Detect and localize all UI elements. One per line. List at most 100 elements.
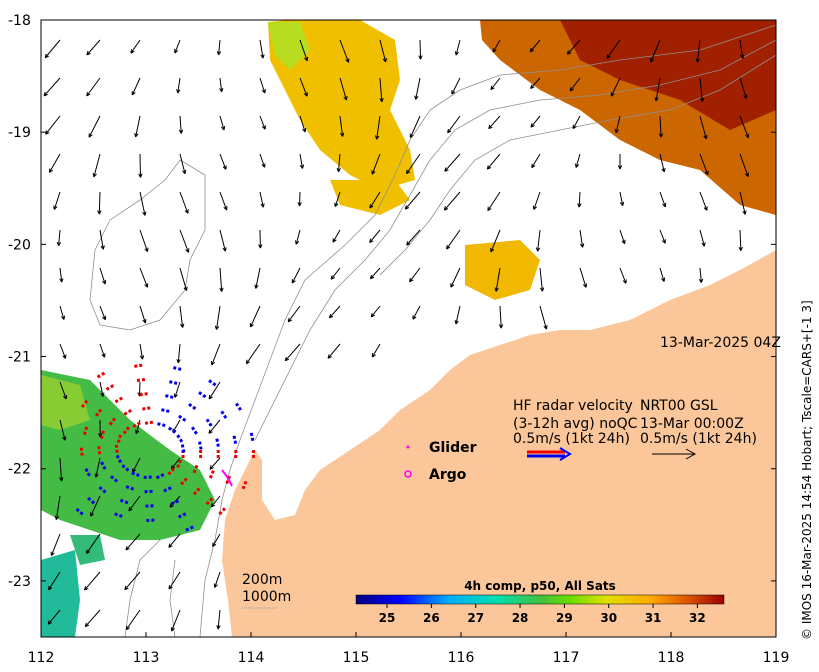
hf-radar-vector — [80, 399, 89, 408]
vector-arrow — [216, 609, 221, 630]
vector-arrow — [409, 115, 421, 138]
vector-arrow — [339, 77, 348, 101]
vector-arrow — [569, 77, 581, 92]
vector-arrow — [48, 571, 61, 591]
vector-arrow — [210, 343, 221, 366]
vector-arrow — [739, 39, 745, 59]
vector-arrow — [173, 381, 181, 398]
vector-arrow — [539, 267, 545, 292]
vector-arrow — [176, 343, 181, 364]
vector-arrow — [336, 153, 341, 173]
colorbar-tick-label: 25 — [379, 611, 396, 625]
vector-arrow — [99, 343, 106, 358]
vector-arrow — [299, 39, 309, 62]
glider-track — [221, 469, 233, 487]
vector-arrow — [86, 39, 101, 56]
vector-arrow — [210, 495, 221, 508]
vector-arrow — [406, 229, 421, 246]
hf-radar-vector — [217, 507, 227, 516]
vector-arrow — [339, 115, 345, 137]
y-axis: -18 -19 -20 -21 -22 -23 — [8, 13, 776, 590]
bathymetry-contours — [89, 24, 776, 637]
vector-arrow — [738, 229, 743, 251]
hf-radar-vector — [114, 396, 124, 404]
vector-arrow — [50, 533, 61, 557]
vector-arrow — [168, 533, 181, 548]
hf-radar-vector — [109, 474, 119, 483]
vector-arrow — [287, 305, 301, 323]
vector-arrow — [134, 115, 141, 138]
vector-arrow — [490, 229, 501, 253]
y-tick-label: -18 — [8, 13, 31, 29]
vector-arrow — [487, 191, 501, 212]
colorbar-tick-label: 29 — [556, 611, 573, 625]
vector-arrow — [259, 39, 265, 59]
vector-arrow — [699, 153, 709, 176]
colorbar-tick-label: 27 — [467, 611, 484, 625]
vector-arrow — [451, 77, 461, 95]
vector-arrow — [369, 229, 381, 244]
vector-arrow — [498, 305, 504, 329]
vector-arrow — [130, 39, 141, 54]
x-tick-label: 119 — [763, 650, 790, 666]
glider-marker-icon — [406, 445, 410, 449]
vector-arrow — [443, 191, 461, 211]
x-axis: 112 113 114 115 116 117 118 119 — [28, 632, 790, 666]
vector-arrow — [47, 609, 61, 625]
vector-arrow — [404, 191, 421, 210]
vector-arrow — [695, 39, 701, 63]
vector-arrow — [85, 533, 101, 554]
vector-arrow — [659, 267, 666, 282]
vector-arrow — [535, 229, 541, 252]
hf-radar-vector — [169, 499, 180, 506]
vector-arrow — [454, 305, 461, 325]
argo-marker-icon — [404, 470, 412, 478]
vector-arrow — [454, 39, 461, 56]
y-tick-label: -23 — [8, 574, 31, 590]
hf-radar-vector — [204, 497, 214, 506]
vector-arrow — [659, 229, 666, 244]
vector-arrow — [327, 343, 341, 359]
vector-arrow — [574, 153, 581, 168]
vector-arrow — [59, 381, 68, 400]
vector-arrow — [577, 191, 582, 208]
vector-arrow — [339, 39, 350, 63]
hf-radar-vectors — [74, 363, 255, 532]
vector-arrow — [139, 229, 149, 253]
hf-radar-vector — [162, 486, 172, 493]
vector-arrow — [254, 267, 261, 289]
vector-arrow — [619, 229, 626, 245]
sst-patch-north-edge — [268, 22, 310, 70]
vector-arrow — [59, 305, 66, 320]
hf-radar-vector — [84, 467, 91, 477]
vector-arrow — [284, 343, 301, 362]
vector-arrow — [99, 267, 107, 285]
colorbar-ticks: 25 26 27 28 29 30 31 32 — [379, 604, 706, 625]
hf-legend-line1: HF radar velocity — [513, 398, 633, 414]
hf-radar-vector — [208, 470, 215, 480]
vector-arrow — [245, 343, 261, 365]
vector-arrow — [84, 571, 101, 591]
hf-radar-vector — [154, 473, 165, 480]
vector-arrow — [179, 229, 190, 253]
hf-radar-vector — [118, 498, 129, 505]
vector-arrow — [369, 191, 381, 209]
vector-arrow — [406, 153, 421, 175]
hf-radar-vector — [108, 416, 117, 426]
vector-arrow — [379, 39, 387, 63]
vector-arrow — [699, 77, 705, 102]
hf-radar-vector — [97, 445, 102, 455]
vector-arrow — [450, 267, 461, 288]
vector-arrow — [59, 457, 64, 482]
vector-arrow — [179, 267, 188, 291]
hf-radar-vector — [175, 459, 183, 469]
hf-legend-line2: (3-12h avg) noQC — [513, 416, 638, 432]
vector-arrow — [219, 115, 226, 131]
nrt-legend-line2: 13-Mar 00:00Z — [640, 416, 744, 432]
vector-arrow — [219, 267, 224, 292]
vector-arrow — [328, 305, 341, 319]
vector-arrow — [213, 571, 221, 588]
glider-legend-label: Glider — [429, 440, 477, 456]
vector-arrow — [530, 115, 541, 128]
vector-arrow — [739, 77, 748, 99]
